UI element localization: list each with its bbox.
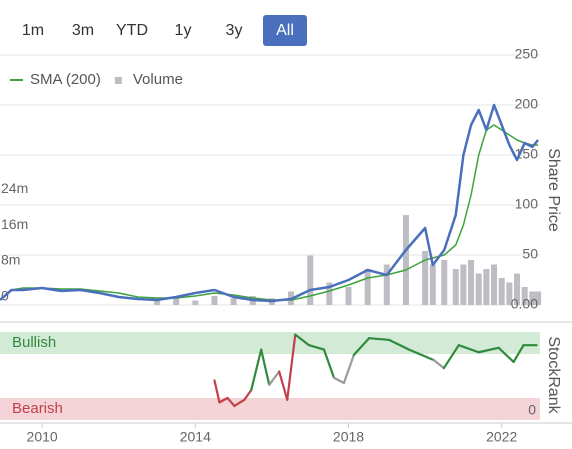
volume-bar (441, 260, 448, 305)
volume-bar (154, 300, 161, 305)
rank-line (278, 370, 289, 401)
rank-band-label: Bullish (12, 334, 56, 351)
rank-line (432, 359, 445, 370)
volume-bar (452, 269, 459, 305)
rank-line (457, 344, 480, 354)
rank-line (218, 396, 229, 404)
rank-line (497, 346, 515, 364)
range-button-label[interactable]: 3y (226, 22, 243, 39)
sma-line (11, 124, 539, 301)
volume-bar (506, 282, 513, 305)
rank-line (286, 333, 297, 401)
y-axis-title: Share Price (545, 148, 562, 232)
volume-bar (402, 215, 409, 305)
rank-line (332, 376, 346, 385)
volume-bar (422, 251, 429, 305)
y2-tick-label: 16m (1, 216, 28, 232)
rank-band (0, 398, 540, 420)
volume-bar (364, 269, 371, 305)
volume-bar (514, 273, 521, 305)
range-button-label[interactable]: YTD (116, 22, 148, 39)
legend-label: Volume (133, 71, 183, 88)
range-button-label[interactable]: All (276, 22, 294, 39)
volume-bar (491, 264, 498, 305)
rank-line (477, 346, 500, 354)
volume-bar (383, 264, 390, 305)
y-tick-label: 0 (528, 402, 536, 418)
volume-bar (535, 291, 542, 305)
y-tick-label: 100 (515, 196, 539, 212)
rank-line (233, 398, 246, 408)
rank-line (322, 348, 336, 379)
volume-bar (483, 269, 490, 305)
y2-tick-label: 24m (1, 180, 28, 196)
price-line (0, 103, 540, 303)
y-axis-title: StockRank (545, 336, 562, 414)
rank-band-label: Bearish (12, 400, 63, 417)
volume-bar (498, 278, 505, 305)
rank-line (407, 348, 436, 362)
y2-tick-label: 8m (1, 252, 20, 268)
volume-bar (192, 300, 199, 305)
volume-bar (345, 287, 352, 305)
rank-line (307, 344, 326, 351)
rank-line (294, 333, 311, 347)
volume-bar (173, 298, 180, 305)
rank-line (260, 348, 271, 386)
rank-line (268, 370, 281, 386)
legend-symbol (114, 77, 122, 84)
rank-line (512, 344, 525, 364)
rank-line (342, 353, 355, 385)
range-button-label[interactable]: 1y (175, 22, 192, 39)
rank-line (226, 396, 236, 408)
x-tick-label: 2014 (180, 429, 211, 445)
volume-bar (230, 298, 237, 305)
rank-line (250, 348, 263, 392)
range-button-label[interactable]: 1m (22, 22, 44, 39)
volume-bar (326, 282, 333, 305)
volume-bar (211, 296, 218, 305)
volume-bar (468, 260, 475, 305)
y-tick-label: 200 (515, 96, 539, 112)
rank-band (0, 332, 540, 354)
legend-label: SMA (200) (30, 71, 101, 88)
range-button[interactable] (263, 15, 307, 46)
range-button-label[interactable]: 3m (72, 22, 94, 39)
rank-line (243, 388, 253, 401)
volume-bar (307, 255, 314, 305)
volume-bar (529, 291, 536, 305)
y-tick-label: 50 (522, 246, 538, 262)
y-tick-label: 0.00 (511, 296, 538, 312)
y-tick-label: 250 (515, 46, 539, 62)
x-tick-label: 2018 (333, 429, 364, 445)
volume-bar (475, 273, 482, 305)
rank-line (213, 379, 221, 404)
rank-line (442, 344, 460, 370)
volume-bar (521, 287, 528, 305)
x-tick-label: 2022 (486, 429, 517, 445)
volume-bar (460, 264, 467, 305)
volume-bar (429, 264, 436, 305)
rank-line (368, 337, 391, 342)
x-tick-label: 2010 (27, 429, 58, 445)
rank-line (388, 338, 411, 351)
rank-line (352, 337, 371, 356)
